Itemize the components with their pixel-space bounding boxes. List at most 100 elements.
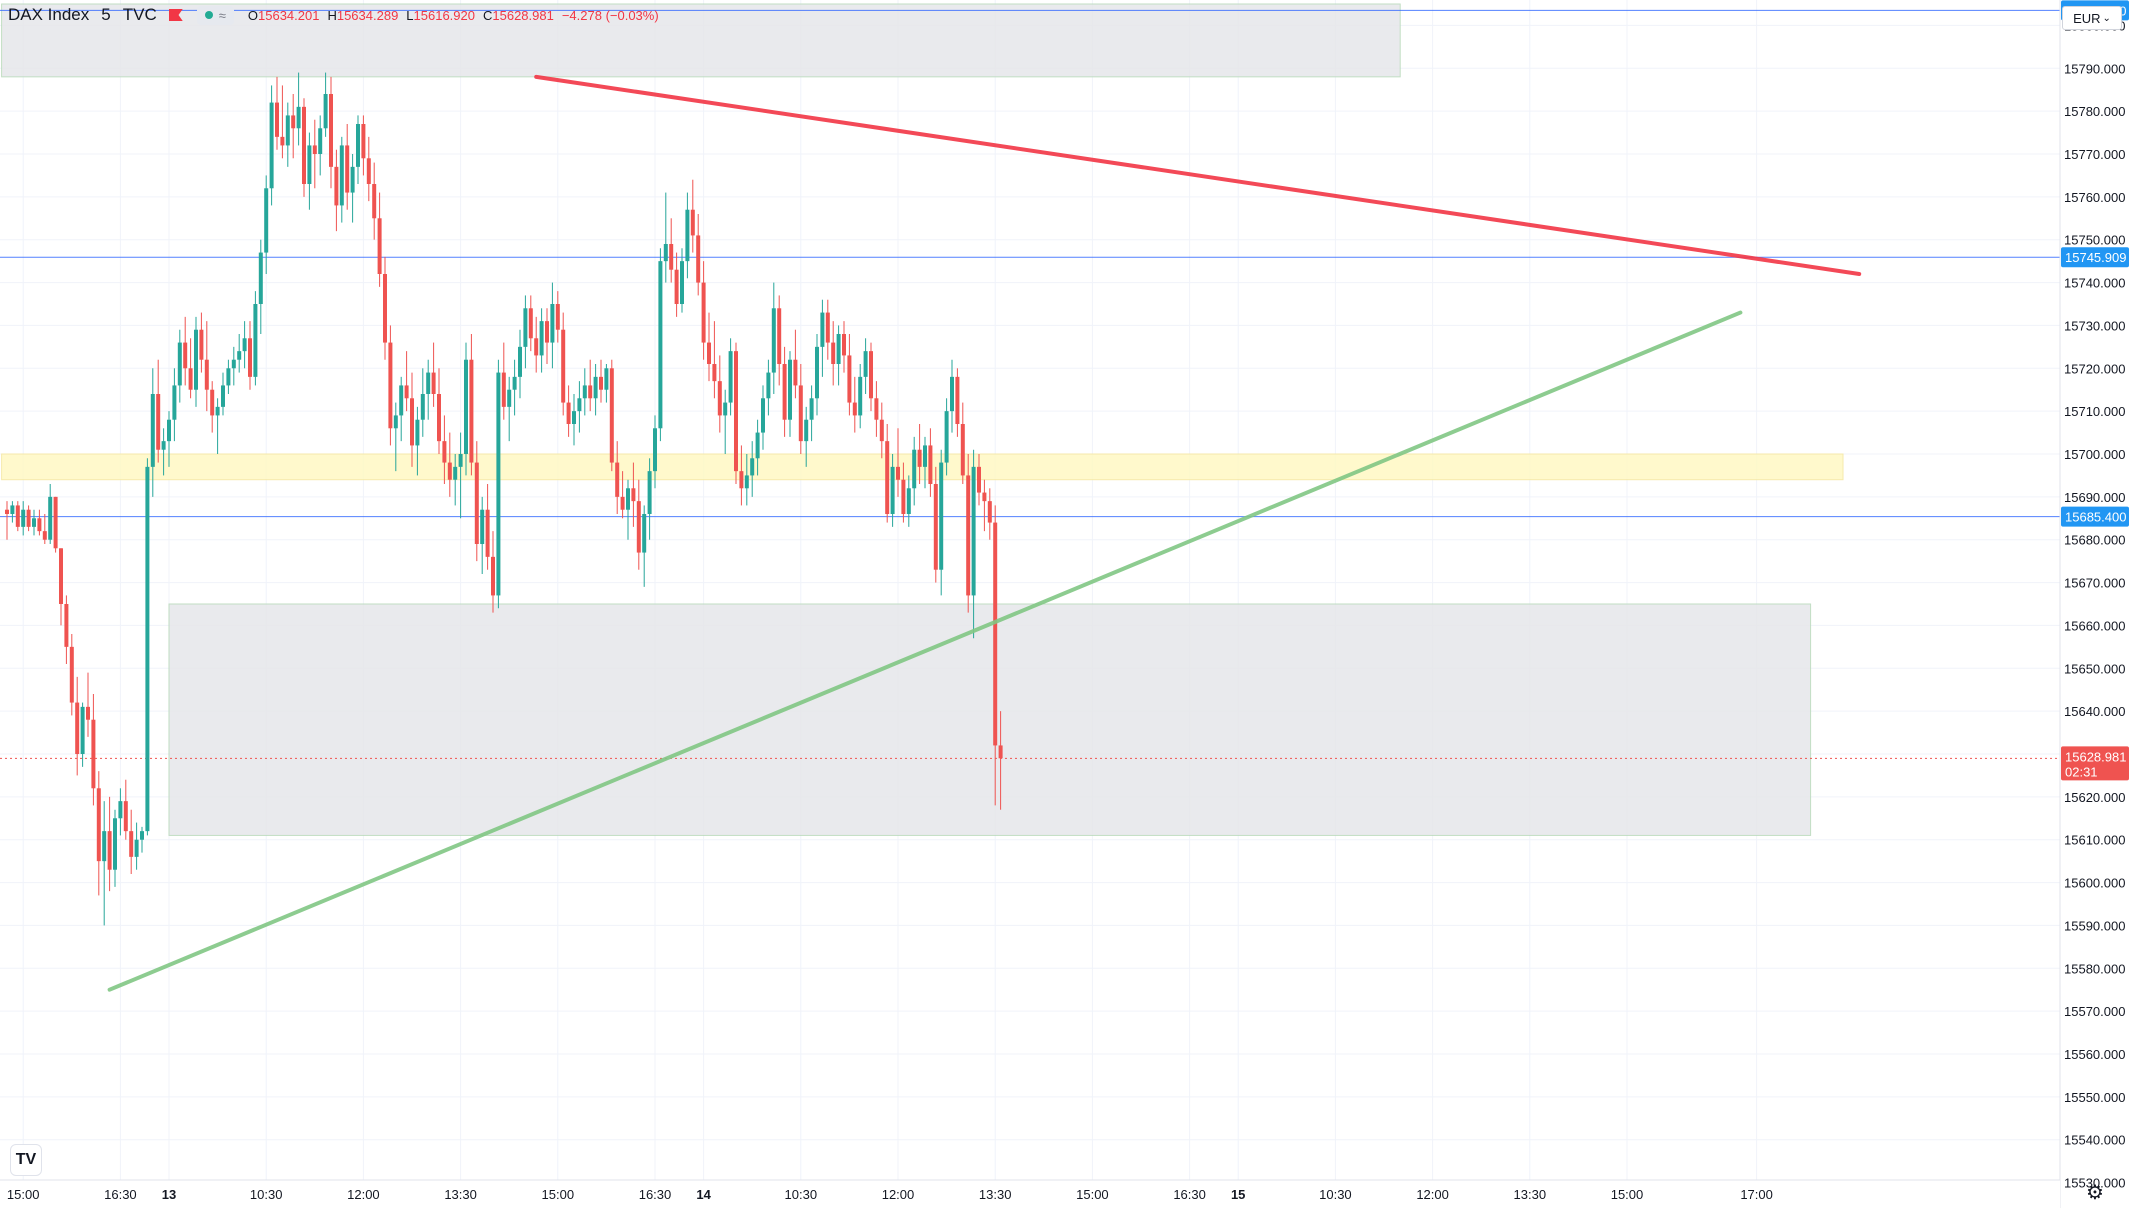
- candle: [296, 72, 301, 146]
- candle-body: [690, 209, 695, 236]
- candle: [890, 454, 895, 527]
- candle-body: [345, 145, 350, 193]
- candle-body: [993, 522, 998, 746]
- candle-body: [339, 145, 344, 206]
- candle-body: [609, 368, 614, 463]
- ohlc-key: O: [247, 7, 258, 23]
- gap-zone: [168, 603, 1812, 836]
- candle: [723, 389, 728, 454]
- candle-body: [874, 398, 879, 420]
- candle: [134, 822, 139, 870]
- candle: [226, 359, 231, 394]
- candle: [820, 299, 825, 377]
- candle: [933, 466, 938, 583]
- candle-body: [291, 115, 296, 129]
- candle: [496, 359, 501, 609]
- price-tick-label: 15580.000: [2064, 961, 2125, 976]
- price-tick-label: 15600.000: [2064, 876, 2125, 891]
- price-tick-label: 15770.000: [2064, 147, 2125, 162]
- ohlc-item: L15616.920: [406, 8, 475, 23]
- candle-body: [539, 321, 544, 356]
- candle: [809, 385, 814, 442]
- candle: [501, 342, 506, 420]
- candle: [318, 115, 323, 176]
- candle: [555, 291, 560, 343]
- candle-body: [15, 505, 20, 527]
- candle-body: [701, 282, 706, 343]
- flag-icon[interactable]: [168, 9, 183, 21]
- candle: [696, 214, 701, 296]
- candle: [717, 355, 722, 433]
- candle: [831, 321, 836, 386]
- ohlc-key: L: [406, 7, 414, 23]
- candle-body: [707, 342, 711, 364]
- tradingview-logo[interactable]: TV: [10, 1144, 42, 1176]
- last-price-bg: [2061, 746, 2129, 781]
- candle: [339, 136, 344, 223]
- candle-body: [782, 364, 787, 420]
- candle-body: [680, 261, 684, 304]
- candle-body: [167, 419, 171, 442]
- price-tick-label: 15710.000: [2064, 404, 2125, 419]
- candle: [480, 496, 485, 574]
- currency-selector[interactable]: EUR ⌄: [2062, 6, 2122, 30]
- candle: [415, 406, 420, 476]
- candle-body: [399, 385, 404, 416]
- candle-body: [761, 398, 765, 433]
- candle: [588, 359, 593, 412]
- candle: [804, 406, 809, 467]
- candle-body: [879, 419, 884, 442]
- candle: [755, 419, 760, 476]
- chevron-down-icon: ⌄: [2102, 12, 2111, 24]
- candle-body: [312, 145, 317, 154]
- candle-body: [140, 831, 144, 840]
- candle-body: [663, 244, 668, 262]
- zones: [1, 3, 1844, 836]
- candle: [977, 454, 981, 506]
- candle-body: [744, 475, 749, 489]
- time-tick-label: 13:30: [444, 1187, 477, 1202]
- candle: [215, 398, 220, 454]
- price-tick-label: 15790.000: [2064, 61, 2125, 76]
- candle-body: [852, 402, 857, 416]
- candle-body: [636, 501, 641, 553]
- candle: [798, 364, 803, 454]
- timeframe[interactable]: 5: [101, 5, 111, 24]
- candle-body: [869, 351, 873, 399]
- candle-body: [669, 244, 674, 270]
- candle-body: [982, 492, 987, 502]
- candle-body: [253, 304, 258, 377]
- gear-icon[interactable]: ⚙: [2086, 1182, 2104, 1204]
- candle-body: [842, 334, 846, 356]
- candle: [782, 346, 787, 437]
- candle: [653, 415, 657, 489]
- candle-body: [86, 706, 90, 720]
- candle: [253, 291, 258, 386]
- candle-body: [334, 166, 339, 206]
- time-tick-label: 13:30: [1514, 1187, 1547, 1202]
- candle: [545, 308, 549, 364]
- candle-body: [221, 385, 225, 407]
- candle-body: [815, 346, 819, 399]
- candle-body: [242, 338, 247, 352]
- candle: [928, 428, 933, 497]
- candle: [626, 479, 630, 540]
- time-tick-label: 15:00: [7, 1187, 40, 1202]
- candle-body: [647, 471, 652, 514]
- candle-body: [593, 376, 598, 399]
- candle-body: [361, 124, 366, 159]
- candle-body: [825, 312, 830, 343]
- candle: [161, 428, 166, 476]
- candle-body: [572, 411, 576, 424]
- candle: [593, 364, 598, 416]
- status-pill[interactable]: ≈: [196, 5, 234, 25]
- ohlc-item: O15634.201: [248, 8, 320, 23]
- candle: [707, 312, 711, 382]
- candle-body: [523, 308, 528, 347]
- candle: [210, 381, 215, 433]
- candle: [48, 484, 53, 544]
- symbol-name[interactable]: DAX Index: [8, 5, 90, 24]
- time-tick-label: 12:00: [1416, 1187, 1449, 1202]
